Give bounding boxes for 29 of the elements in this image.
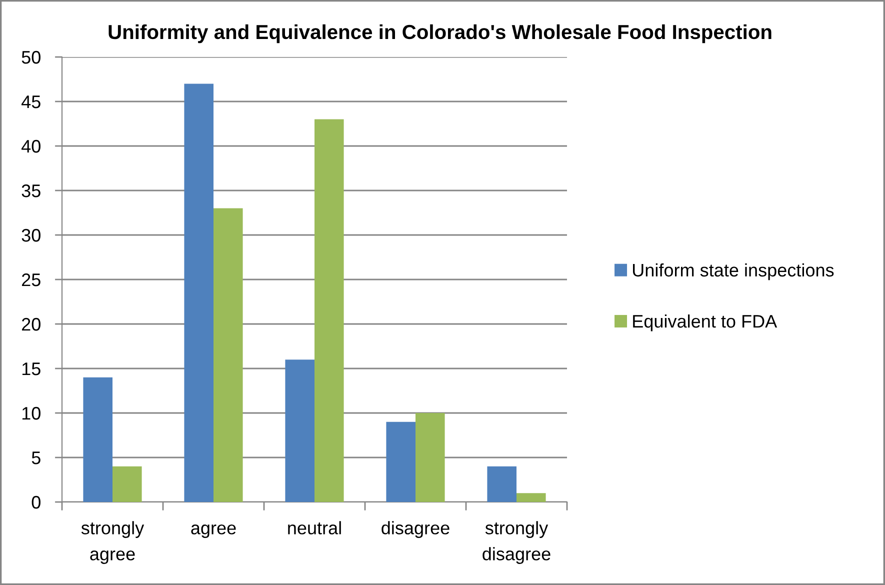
bar <box>83 377 112 502</box>
bar <box>184 84 214 502</box>
y-tick-label: 15 <box>22 362 40 376</box>
y-tick-label: 30 <box>22 228 40 242</box>
bar <box>285 360 314 502</box>
y-tick-label: 10 <box>22 406 40 420</box>
y-tick-label: 45 <box>22 96 40 108</box>
bar <box>516 493 546 502</box>
bar <box>386 422 416 502</box>
y-tick-label: 5 <box>32 452 40 464</box>
y-tick-label: 50 <box>22 50 40 64</box>
x-tick-label: strongly agree <box>81 521 144 564</box>
x-tick-label: strongly disagree <box>482 521 550 564</box>
chart-title: Uniformity and Equivalence in Colorado's Wholesale Food Inspection <box>108 24 772 44</box>
y-tick-label: 40 <box>22 140 40 153</box>
bar <box>416 413 445 502</box>
bar <box>314 119 344 502</box>
y-tick-label: 25 <box>22 273 40 286</box>
x-tick-label: neutral <box>288 521 341 534</box>
bar <box>214 208 243 502</box>
x-tick-label: agree <box>191 524 236 538</box>
bar <box>487 466 516 502</box>
y-tick-label: 20 <box>22 318 40 331</box>
legend-label: Uniform state inspections <box>633 263 834 280</box>
x-tick-label: disagree <box>382 521 450 538</box>
legend-label: Equivalent to FDA <box>633 314 778 332</box>
y-tick-label: 35 <box>22 184 40 198</box>
bar <box>112 466 142 502</box>
y-tick-label: 0 <box>32 496 40 509</box>
